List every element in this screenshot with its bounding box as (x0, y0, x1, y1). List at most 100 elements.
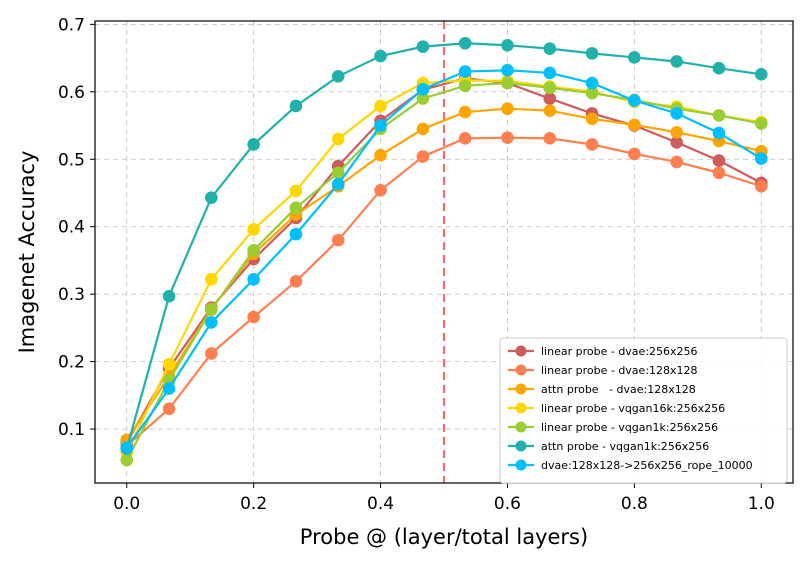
legend-label: linear probe - vqgan16k:256x256 (541, 402, 725, 415)
data-point (670, 155, 683, 169)
data-point (670, 125, 683, 139)
data-point (628, 51, 641, 64)
data-point (585, 86, 599, 100)
x-tick-label: 1.0 (748, 494, 775, 514)
data-point (205, 316, 218, 329)
data-point (585, 112, 599, 126)
data-point (458, 36, 472, 50)
series-line (125, 77, 762, 444)
data-point (458, 105, 472, 119)
legend-marker (515, 364, 527, 376)
data-point (289, 275, 303, 288)
y-tick-label: 0.6 (58, 83, 85, 103)
data-point (458, 65, 472, 78)
series-5 (120, 76, 768, 467)
data-point (289, 184, 303, 198)
series-line (126, 136, 762, 447)
data-point (374, 183, 387, 197)
data-point (754, 67, 768, 81)
data-point (331, 132, 345, 146)
legend-marker (515, 421, 527, 433)
legend-label: dvae:128x128->256x256_rope_10000 (541, 459, 753, 472)
data-point (543, 132, 557, 145)
data-point (205, 273, 218, 286)
data-point (416, 82, 430, 96)
series-line (125, 69, 762, 449)
legend-marker (515, 440, 527, 452)
data-point (754, 117, 768, 130)
data-point (205, 303, 218, 316)
data-point (331, 166, 345, 180)
x-axis-label: Probe @ (layer/total layers) (300, 525, 588, 549)
legend-entry: dvae:128x128->256x256_rope_10000 (508, 459, 753, 472)
data-point (331, 177, 345, 191)
legend-label: linear probe - vqgan1k:256x256 (541, 421, 718, 434)
data-point (501, 102, 514, 115)
data-point (712, 166, 726, 180)
data-point (374, 148, 387, 162)
legend-entry: linear probe - dvae:256x256 (508, 345, 698, 358)
legend-label: attn probe - dvae:128x128 (541, 383, 696, 396)
y-tick-label: 0.5 (58, 150, 85, 170)
series-line (125, 42, 762, 449)
legend-label: attn probe - vqgan1k:256x256 (541, 440, 709, 453)
series-7 (120, 63, 768, 455)
legend-label: linear probe - dvae:256x256 (541, 345, 698, 358)
plot-frame (94, 20, 794, 484)
data-point (628, 118, 641, 132)
data-point (205, 347, 218, 360)
data-point (585, 47, 599, 60)
y-tick-label: 0.4 (58, 218, 85, 238)
legend-entry: linear probe - vqgan16k:256x256 (508, 402, 725, 415)
data-point (374, 49, 387, 63)
x-tick-label: 0.8 (621, 494, 648, 514)
data-point (585, 138, 599, 151)
data-point (289, 201, 303, 215)
data-point (501, 76, 514, 90)
data-point (331, 233, 345, 247)
data-point (754, 152, 768, 165)
legend-entry: linear probe - dvae:128x128 (508, 364, 698, 377)
x-tick-label: 0.4 (367, 494, 394, 514)
series-line (125, 81, 762, 461)
data-point (162, 357, 176, 371)
data-point (374, 99, 387, 113)
data-point (712, 109, 726, 122)
data-point (247, 223, 260, 236)
legend-entry: linear probe - vqgan1k:256x256 (508, 421, 718, 434)
y-tick-label: 0.1 (58, 420, 85, 440)
data-point (162, 382, 176, 395)
series-layer (120, 36, 768, 467)
legend-label: linear probe - dvae:128x128 (541, 364, 698, 377)
data-point (712, 126, 726, 140)
legend-marker (515, 383, 527, 395)
legend-marker (515, 459, 527, 471)
data-point (416, 150, 430, 163)
legend-marker (515, 402, 527, 414)
y-tick-label: 0.3 (58, 285, 85, 305)
data-point (416, 40, 430, 53)
data-point (543, 42, 557, 55)
legend-box (499, 337, 788, 484)
legend: linear probe - dvae:256x256 linear probe … (499, 337, 788, 484)
data-point (289, 99, 303, 113)
data-point (162, 402, 176, 416)
data-point (712, 61, 726, 75)
data-point (501, 63, 514, 77)
data-point (712, 154, 726, 167)
data-point (670, 55, 683, 68)
legend-entry: attn probe - vqgan1k:256x256 (508, 440, 709, 453)
data-point (543, 81, 557, 95)
x-tick-label: 0.6 (494, 494, 521, 514)
x-tick-label: 0.0 (113, 494, 140, 514)
y-axis-label: Imagenet Accuracy (15, 151, 39, 354)
axis-ticks: 0.0 0.2 0.4 0.6 0.8 1.0 0.1 0.2 0.3 0.4 0.5 0.6 0.7 (58, 15, 775, 514)
data-point (585, 76, 599, 90)
data-point (289, 227, 303, 241)
data-point (670, 107, 683, 120)
data-point (458, 132, 472, 145)
data-point (416, 92, 430, 105)
data-point (416, 122, 430, 136)
legend-entry: attn probe - dvae:128x128 (508, 383, 696, 396)
